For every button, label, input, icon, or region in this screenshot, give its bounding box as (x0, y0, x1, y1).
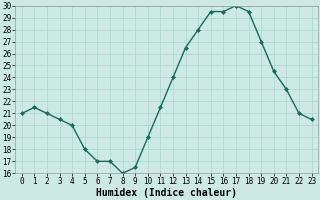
X-axis label: Humidex (Indice chaleur): Humidex (Indice chaleur) (96, 188, 237, 198)
